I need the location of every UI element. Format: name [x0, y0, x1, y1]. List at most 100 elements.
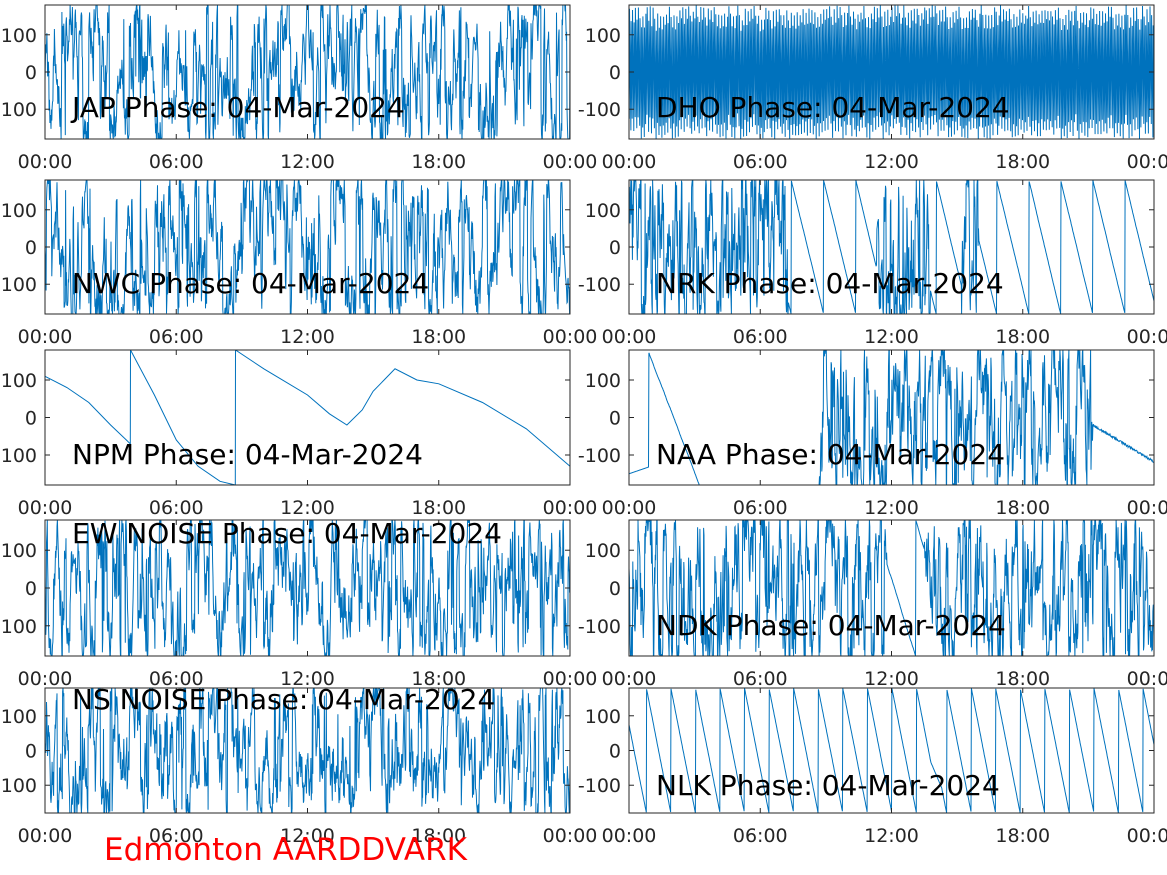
- x-tick-label: 06:00: [149, 668, 204, 690]
- x-tick-label: 18:00: [995, 668, 1050, 690]
- phase-panel: 00:00 06:00 12:00 18:00 00:00 100 0 -100 NWC Pha…: [0, 179, 598, 348]
- x-tick-label: 00:00: [18, 151, 73, 173]
- x-tick-label: 06:00: [149, 497, 204, 519]
- x-tick-label: 00:00: [602, 668, 657, 690]
- x-tick-label: 12:00: [864, 497, 919, 519]
- y-tick-label: -100: [578, 99, 621, 121]
- x-tick-label: 00:00: [1127, 326, 1167, 348]
- y-tick-label: 100: [585, 706, 621, 728]
- x-tick-label: 06:00: [733, 825, 788, 847]
- x-tick-label: 06:00: [733, 326, 788, 348]
- panel-title: NWC Phase: 04-Mar-2024: [72, 267, 429, 300]
- phase-trace: [45, 350, 570, 485]
- y-tick-label: -100: [578, 616, 621, 638]
- y-tick-label: 100: [585, 200, 621, 222]
- x-tick-label: 18:00: [411, 668, 466, 690]
- x-tick-label: 12:00: [864, 825, 919, 847]
- y-tick-label: 100: [1, 540, 37, 562]
- phase-panel: 00:00 06:00 12:00 18:00 00:00 100 0 -100 EW NOIS…: [0, 517, 597, 690]
- x-tick-label: 00:00: [1127, 497, 1167, 519]
- x-tick-label: 12:00: [864, 668, 919, 690]
- station-footer-label: Edmonton AARDDVARK: [104, 832, 468, 868]
- x-tick-label: 12:00: [864, 151, 919, 173]
- phase-panel: 00:00 06:00 12:00 18:00 00:00 100 0 -100 NPM Pha…: [0, 349, 598, 519]
- y-tick-label: -100: [0, 775, 37, 797]
- panel-title: NAA Phase: 04-Mar-2024: [656, 438, 1005, 471]
- y-tick-label: 0: [25, 741, 37, 763]
- x-tick-label: 18:00: [995, 151, 1050, 173]
- x-tick-label: 00:00: [18, 497, 73, 519]
- x-tick-label: 00:00: [543, 497, 598, 519]
- y-tick-label: -100: [578, 775, 621, 797]
- y-tick-label: 0: [25, 578, 37, 600]
- x-tick-label: 12:00: [280, 497, 335, 519]
- y-tick-label: -100: [0, 445, 37, 467]
- x-tick-label: 06:00: [149, 151, 204, 173]
- x-tick-label: 18:00: [995, 497, 1050, 519]
- x-tick-label: 00:00: [543, 825, 598, 847]
- panel-title: NLK Phase: 04-Mar-2024: [656, 769, 1000, 802]
- phase-panel: 00:00 06:00 12:00 18:00 00:00 100 0 -100 NLK Pha…: [578, 687, 1167, 847]
- x-tick-label: 00:00: [18, 668, 73, 690]
- y-tick-label: 0: [25, 237, 37, 259]
- x-tick-label: 12:00: [280, 326, 335, 348]
- x-tick-label: 00:00: [1127, 668, 1167, 690]
- y-tick-label: 0: [609, 408, 621, 430]
- x-tick-label: 06:00: [149, 825, 204, 847]
- phase-trace: [45, 520, 570, 656]
- y-tick-label: 0: [25, 62, 37, 84]
- x-tick-label: 06:00: [733, 668, 788, 690]
- x-tick-label: 00:00: [543, 151, 598, 173]
- y-tick-label: 0: [609, 741, 621, 763]
- phase-trace: [45, 180, 570, 314]
- panel-title: NRK Phase: 04-Mar-2024: [656, 267, 1004, 300]
- y-tick-label: -100: [0, 274, 37, 296]
- x-tick-label: 12:00: [280, 825, 335, 847]
- panel-title: NPM Phase: 04-Mar-2024: [72, 438, 423, 471]
- y-tick-label: -100: [578, 445, 621, 467]
- phase-trace: [629, 350, 1154, 485]
- x-tick-label: 12:00: [280, 668, 335, 690]
- y-tick-label: 0: [609, 237, 621, 259]
- y-tick-label: 100: [585, 370, 621, 392]
- phase-panel: 00:00 06:00 12:00 18:00 00:00 100 0 -100 NRK Pha…: [578, 179, 1167, 348]
- panel-title: NDK Phase: 04-Mar-2024: [656, 609, 1006, 642]
- x-tick-label: 00:00: [602, 326, 657, 348]
- y-tick-label: 100: [585, 25, 621, 47]
- y-tick-label: 100: [1, 706, 37, 728]
- x-tick-label: 00:00: [543, 326, 598, 348]
- x-tick-label: 00:00: [18, 326, 73, 348]
- phase-trace: [629, 180, 1154, 314]
- x-tick-label: 06:00: [149, 326, 204, 348]
- phase-panel: 00:00 06:00 12:00 18:00 00:00 100 0 -100 NDK Pha…: [578, 519, 1167, 690]
- panel-title: NS NOISE Phase: 04-Mar-2024: [72, 683, 495, 716]
- y-tick-label: 100: [1, 25, 37, 47]
- phase-panel: 00:00 06:00 12:00 18:00 00:00 100 0 -100 JAP Pha…: [0, 4, 598, 173]
- x-tick-label: 00:00: [1127, 151, 1167, 173]
- phase-panel: 00:00 06:00 12:00 18:00 00:00 100 0 -100 NS NOIS…: [0, 683, 597, 847]
- x-tick-label: 06:00: [733, 151, 788, 173]
- x-tick-label: 12:00: [864, 326, 919, 348]
- x-tick-label: 18:00: [411, 151, 466, 173]
- x-tick-label: 00:00: [1127, 825, 1167, 847]
- y-tick-label: 100: [585, 540, 621, 562]
- y-tick-label: 0: [25, 408, 37, 430]
- phase-trace: [45, 688, 570, 813]
- phase-trace: [45, 5, 570, 139]
- x-tick-label: 00:00: [602, 825, 657, 847]
- x-tick-label: 00:00: [543, 668, 598, 690]
- y-tick-label: 100: [1, 200, 37, 222]
- panel-title: EW NOISE Phase: 04-Mar-2024: [72, 517, 502, 550]
- y-tick-label: 0: [609, 62, 621, 84]
- x-tick-label: 18:00: [411, 326, 466, 348]
- x-tick-label: 00:00: [602, 151, 657, 173]
- x-tick-label: 18:00: [411, 497, 466, 519]
- x-tick-label: 06:00: [733, 497, 788, 519]
- phase-trace: [629, 520, 1154, 656]
- x-tick-label: 00:00: [18, 825, 73, 847]
- y-tick-label: -100: [0, 616, 37, 638]
- x-tick-label: 18:00: [995, 825, 1050, 847]
- panel-title: DHO Phase: 04-Mar-2024: [656, 91, 1010, 124]
- y-tick-label: 100: [1, 370, 37, 392]
- phase-panel: 00:00 06:00 12:00 18:00 00:00 100 0 -100 DHO Pha…: [578, 4, 1167, 173]
